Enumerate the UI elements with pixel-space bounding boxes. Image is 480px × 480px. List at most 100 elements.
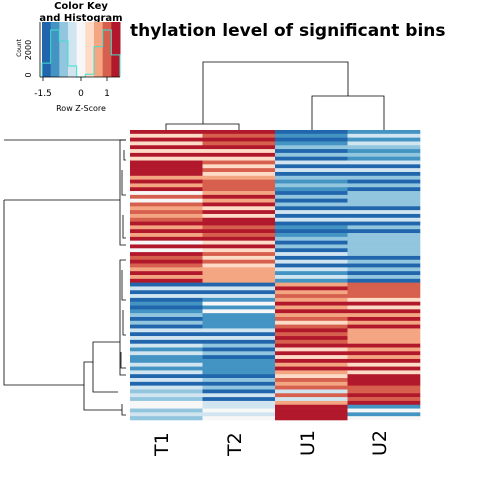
heatmap-cell bbox=[130, 286, 203, 291]
heatmap-cell bbox=[275, 328, 348, 333]
heatmap-cell bbox=[202, 210, 276, 215]
heatmap-cell bbox=[275, 168, 348, 173]
heatmap-cell bbox=[130, 374, 203, 379]
dendrogram-branch-t bbox=[165, 123, 240, 130]
heatmap-cell bbox=[130, 171, 203, 177]
heatmap-cell bbox=[130, 191, 203, 196]
dendrogram-branch-u bbox=[311, 95, 385, 130]
heatmap-cell bbox=[275, 252, 348, 257]
heatmap-cell bbox=[130, 183, 203, 188]
heatmap-cell bbox=[347, 191, 421, 196]
color-key-x-label: Row Z-Score bbox=[56, 104, 106, 113]
heatmap-cell bbox=[275, 408, 348, 413]
heatmap-cell bbox=[130, 175, 203, 180]
heatmap-cell bbox=[202, 301, 276, 306]
heatmap-cell bbox=[202, 233, 276, 238]
heatmap-cell bbox=[347, 156, 421, 161]
dendrogram-branch bbox=[122, 310, 126, 336]
heatmap-cell bbox=[202, 320, 276, 325]
heatmap-cell bbox=[347, 305, 421, 310]
heatmap-cell bbox=[130, 236, 203, 241]
color-key-swatch bbox=[102, 22, 112, 77]
heatmap-cell bbox=[347, 198, 421, 203]
heatmap-cell bbox=[275, 347, 348, 352]
heatmap-cell bbox=[347, 313, 421, 318]
heatmap-cell bbox=[347, 210, 421, 215]
heatmap-cell bbox=[347, 301, 421, 306]
heatmap-cell bbox=[347, 221, 421, 226]
dendrogram-branch bbox=[122, 215, 126, 239]
heatmap-cell bbox=[202, 416, 276, 421]
heatmap-cell bbox=[130, 347, 203, 352]
heatmap-cell bbox=[347, 229, 421, 234]
heatmap-cell bbox=[130, 152, 203, 158]
heatmap-cell bbox=[202, 381, 276, 386]
heatmap-cell bbox=[130, 389, 203, 394]
heatmap-cell bbox=[275, 351, 348, 356]
heatmap-cell bbox=[275, 294, 348, 299]
heatmap-cell bbox=[202, 332, 276, 337]
heatmap-cell bbox=[130, 385, 203, 390]
color-key-swatch bbox=[59, 22, 69, 77]
heatmap-cell bbox=[347, 213, 421, 219]
heatmap-cell bbox=[275, 400, 348, 406]
heatmap-cell bbox=[202, 400, 276, 406]
heatmap-cell bbox=[130, 133, 203, 138]
heatmap-cell bbox=[275, 385, 348, 390]
heatmap-cell bbox=[275, 267, 348, 272]
heatmap-cell bbox=[347, 278, 421, 283]
heatmap-cell bbox=[275, 194, 348, 199]
heatmap-cell bbox=[275, 393, 348, 398]
heatmap-cell bbox=[202, 412, 276, 417]
heatmap-cell bbox=[347, 275, 421, 280]
heatmap-cell bbox=[347, 130, 421, 135]
heatmap-cell bbox=[202, 397, 276, 402]
heatmap-cell bbox=[202, 240, 276, 245]
heatmap-cell bbox=[275, 381, 348, 386]
heatmap-cell bbox=[275, 141, 348, 146]
heatmap-cell bbox=[347, 358, 421, 364]
heatmap-cell bbox=[275, 133, 348, 138]
heatmap-cell bbox=[130, 179, 203, 184]
heatmap-cell bbox=[275, 240, 348, 245]
dendrogram-branch bbox=[119, 342, 126, 376]
color-key-x-tick-label: 0 bbox=[78, 89, 84, 99]
heatmap-cell bbox=[275, 278, 348, 283]
heatmap-cell bbox=[130, 187, 203, 192]
heatmap-cell bbox=[130, 263, 203, 268]
heatmap-cell bbox=[275, 313, 348, 318]
heatmap-cell bbox=[275, 255, 348, 261]
heatmap-cell bbox=[275, 160, 348, 165]
heatmap-cell bbox=[130, 168, 203, 173]
heatmap-cell bbox=[347, 378, 421, 383]
heatmap-cell bbox=[202, 236, 276, 241]
heatmap-cell bbox=[275, 164, 348, 169]
heatmap-cell bbox=[347, 240, 421, 245]
heatmap-cell bbox=[202, 370, 276, 375]
heatmap-cell bbox=[347, 171, 421, 177]
heatmap-cell bbox=[275, 206, 348, 211]
heatmap-cell bbox=[130, 206, 203, 211]
heatmap-cell bbox=[202, 324, 276, 329]
heatmap-cell bbox=[275, 183, 348, 188]
heatmap-body bbox=[130, 130, 421, 421]
heatmap-cell bbox=[347, 320, 421, 325]
heatmap-cell bbox=[202, 229, 276, 234]
heatmap-cell bbox=[347, 362, 421, 367]
heatmap-cell bbox=[130, 294, 203, 299]
heatmap-cell bbox=[347, 164, 421, 169]
heatmap-cell bbox=[347, 152, 421, 158]
heatmap-cell bbox=[347, 374, 421, 379]
heatmap-cell bbox=[275, 275, 348, 280]
dendrogram-branch bbox=[123, 150, 126, 161]
heatmap-cell bbox=[347, 347, 421, 352]
heatmap-cell bbox=[275, 191, 348, 196]
color-key-y-tick-label: 0 bbox=[24, 72, 33, 77]
heatmap-cell bbox=[347, 389, 421, 394]
heatmap-cell bbox=[130, 271, 203, 276]
heatmap-cell bbox=[347, 397, 421, 402]
color-key-swatch bbox=[50, 22, 60, 77]
heatmap-cell bbox=[275, 149, 348, 154]
heatmap-cell bbox=[202, 152, 276, 158]
